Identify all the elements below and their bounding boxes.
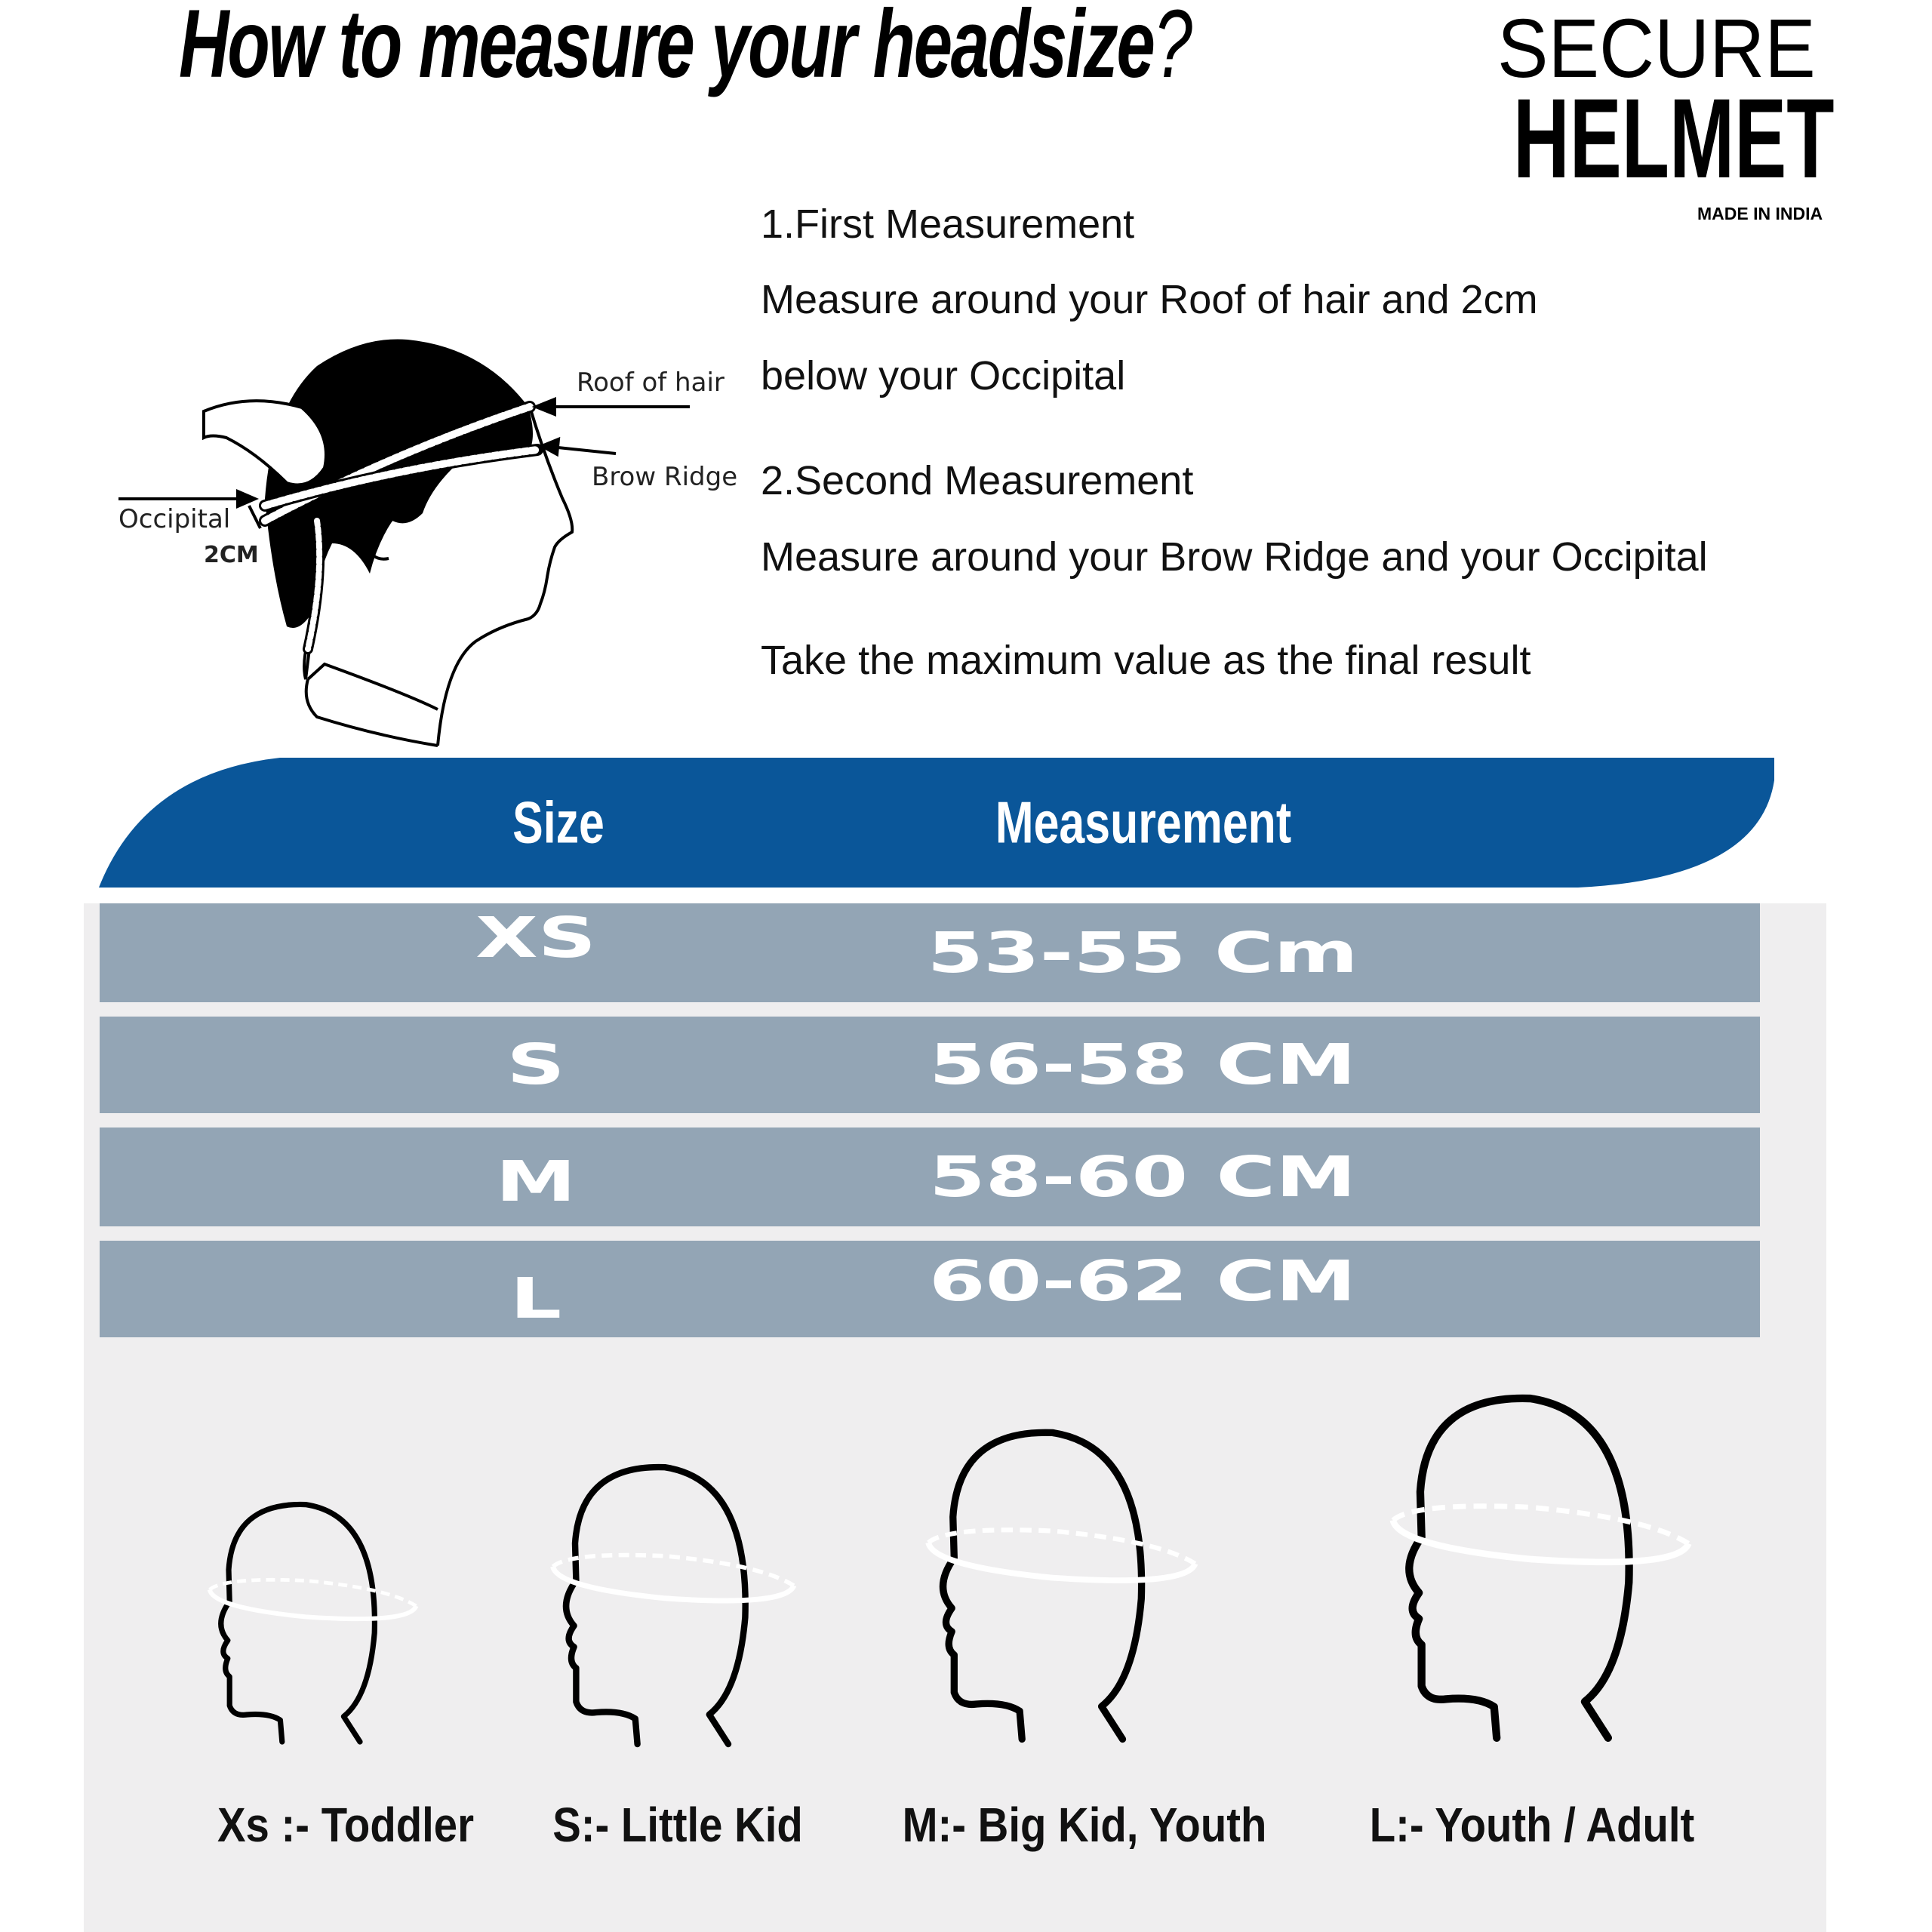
instruction-step2-line1: Measure around your Brow Ridge and your …	[761, 534, 1708, 580]
hand-icon	[202, 399, 328, 487]
measuring-tape-icon	[259, 401, 543, 654]
size-cell: M	[495, 1149, 577, 1215]
page-title: How to measure your headsize?	[179, 0, 1192, 98]
label-2cm: 2CM	[204, 542, 259, 568]
head-measuring-illustration	[118, 339, 690, 747]
size-cell: S	[506, 1032, 565, 1097]
title-text: How to measure your headsize	[179, 0, 1155, 98]
head-profile-icon	[1389, 1394, 1692, 1742]
size-cell: XS	[475, 905, 597, 971]
measurement-cell: 56-58 CM	[928, 1032, 1357, 1097]
brand-logo-helmet: HELMET	[1513, 75, 1835, 202]
head-outline-icon	[202, 406, 574, 747]
table-header-band	[99, 758, 1774, 888]
instruction-step2-title: 2.Second Measurement	[761, 458, 1194, 503]
hair-icon	[265, 339, 533, 628]
head-profile-icon	[925, 1429, 1198, 1743]
ear-icon	[364, 517, 393, 561]
instruction-step1-line1: Measure around your Roof of hair and 2cm	[761, 277, 1538, 322]
head-profile-icon	[207, 1501, 419, 1745]
head-profile-icon	[550, 1463, 797, 1748]
instruction-step1-title: 1.First Measurement	[761, 202, 1135, 247]
arrow-icon	[118, 397, 690, 529]
size-cell: L	[509, 1266, 562, 1331]
measurement-cell: 60-62 CM	[928, 1248, 1357, 1314]
table-row: S 56-58 CM	[100, 1017, 1760, 1113]
table-row: M 58-60 CM	[100, 1128, 1760, 1226]
instruction-step1-line2: below your Occipital	[761, 353, 1126, 398]
head-caption-l: L:- Youth / Adult	[1369, 1798, 1695, 1852]
label-occipital: Occipital	[118, 504, 231, 534]
table-row: L 60-62 CM	[100, 1241, 1760, 1337]
brand-logo-secure: SECURE	[1497, 2, 1816, 95]
head-caption-xs: Xs :- Toddler	[217, 1798, 475, 1852]
label-roof-of-hair: Roof of hair	[577, 368, 724, 398]
head-caption-s: S:- Little Kid	[552, 1798, 803, 1852]
measurement-cell: 53-55 Cm	[927, 920, 1358, 986]
brand-tagline: MADE IN INDIA	[1697, 204, 1823, 223]
instruction-final: Take the maximum value as the final resu…	[761, 638, 1531, 683]
header-size: Size	[512, 789, 605, 856]
measurement-cell: 58-60 CM	[928, 1144, 1357, 1210]
title-question-mark: ?	[1153, 0, 1192, 98]
table-row: XS 53-55 Cm	[100, 903, 1760, 1002]
head-caption-m: M:- Big Kid, Youth	[902, 1798, 1267, 1852]
label-brow-ridge: Brow Ridge	[592, 462, 738, 492]
header-measurement: Measurement	[995, 789, 1292, 856]
